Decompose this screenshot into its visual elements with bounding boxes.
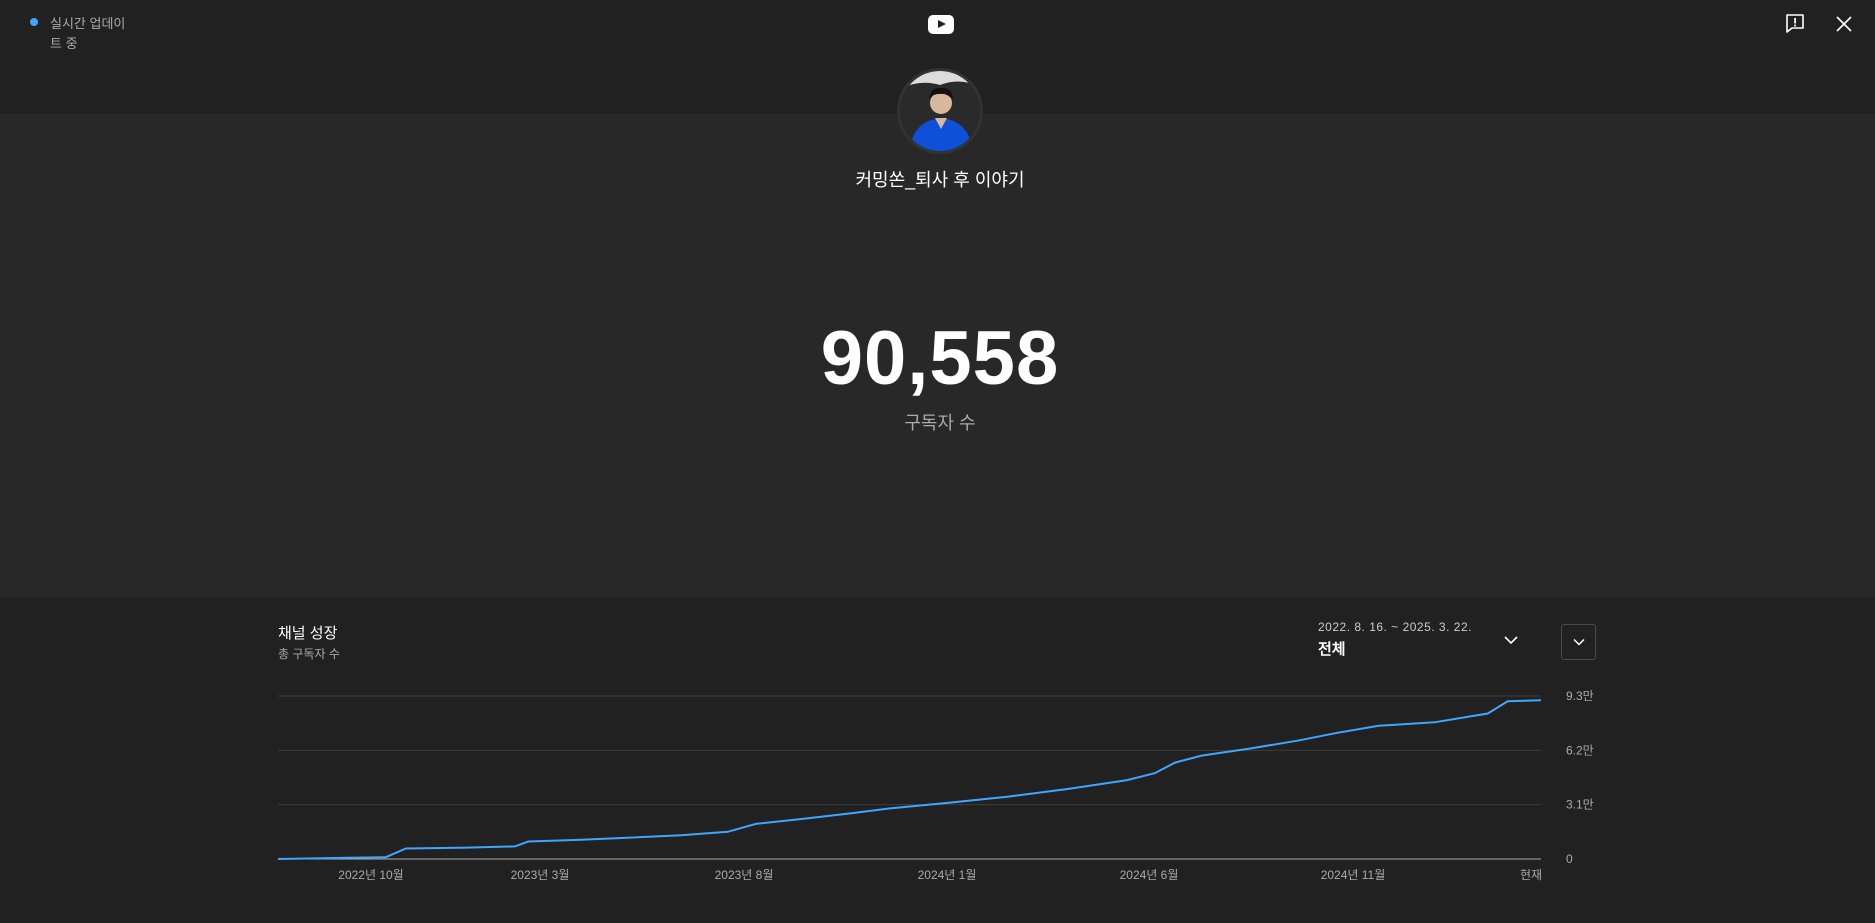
channel-avatar [897,68,983,154]
youtube-logo-icon [928,15,954,34]
date-range-selected: 전체 [1318,641,1346,658]
channel-name: 커밍쏜_퇴사 후 이야기 [855,170,1025,190]
close-icon[interactable] [1832,12,1856,36]
subscriber-count-label: 구독자 수 [904,413,976,433]
live-dot-icon [30,18,38,26]
subscriber-count: 90,558 [820,316,1060,401]
chart-subtitle: 총 구독자 수 [278,647,340,661]
chevron-down-icon[interactable] [1502,631,1520,649]
live-status-text: 실시간 업데이트 중 [50,16,126,51]
live-status: 실시간 업데이트 중 [30,14,140,54]
date-range-text: 2022. 8. 16. ~ 2025. 3. 22. [1318,620,1472,634]
date-range-dropdown[interactable]: 2022. 8. 16. ~ 2025. 3. 22. 전체 [1318,620,1518,659]
chart-title: 채널 성장 [278,625,338,642]
feedback-flag-icon[interactable] [1783,12,1807,36]
expand-button[interactable] [1561,624,1596,660]
chevron-down-icon [1572,638,1585,646]
